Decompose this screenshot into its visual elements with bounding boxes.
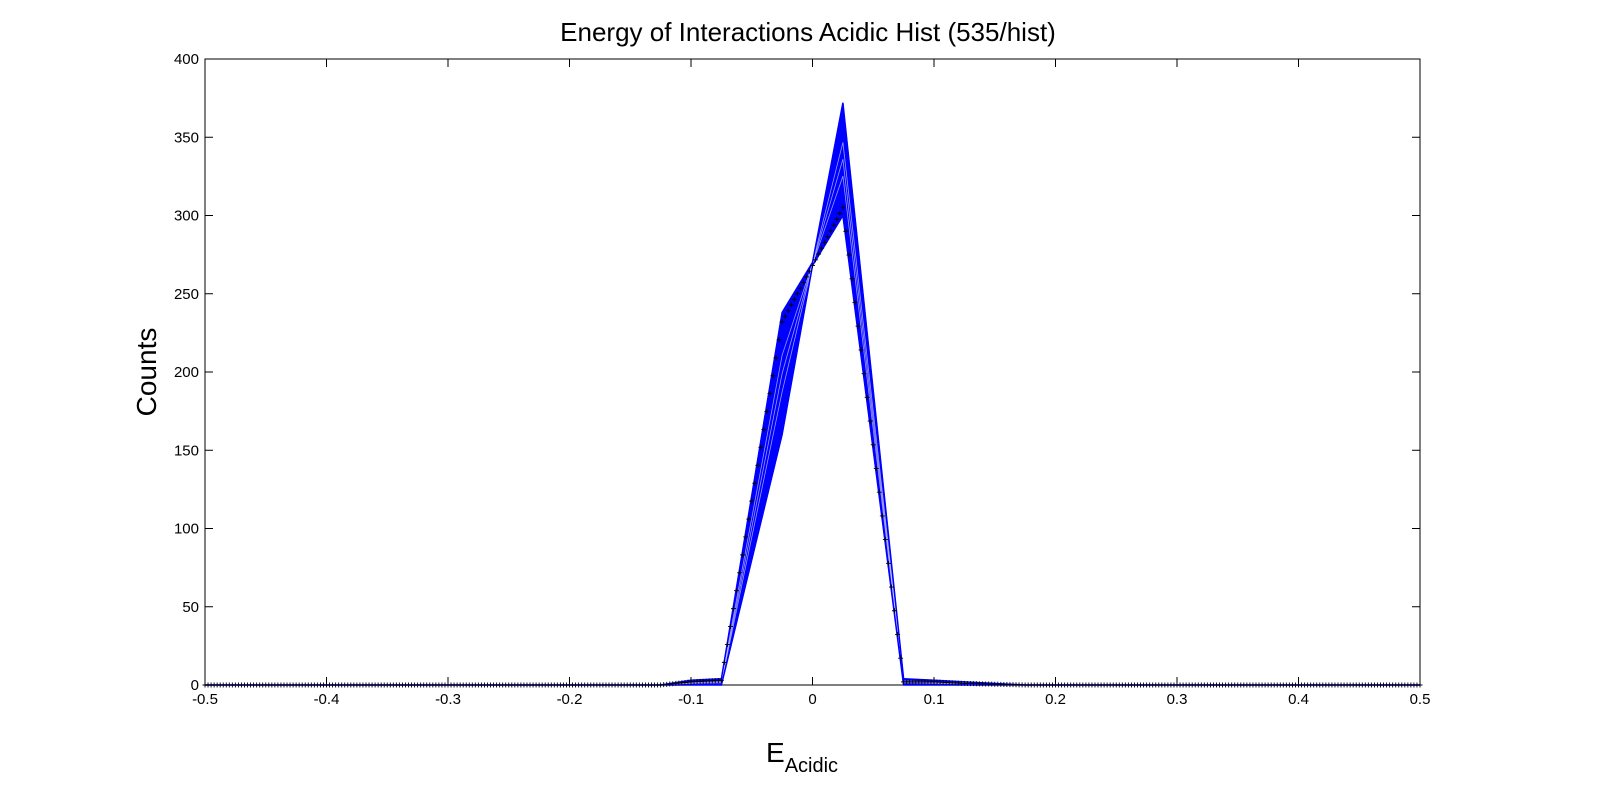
y-tick-label: 400 [174, 51, 199, 68]
marker-point [767, 391, 773, 397]
marker-point [773, 355, 779, 361]
marker-point [800, 279, 806, 285]
marker-point [761, 426, 767, 432]
marker-point [749, 498, 755, 504]
x-tick-label: -0.2 [557, 691, 583, 708]
marker-point [746, 516, 752, 522]
series-lower-line [205, 213, 1420, 686]
marker-point [882, 537, 888, 543]
series-upper-line [205, 102, 1420, 686]
marker-point [797, 285, 803, 291]
x-tick-label: -0.4 [314, 691, 340, 708]
marker-point [831, 222, 837, 228]
plot-area: -0.5 -0.4 -0.3 -0.2 -0.1 0 0.1 0.2 0.3 0.4 0.5 0 50… [174, 51, 1430, 708]
marker-point [855, 323, 861, 329]
y-tick-label: 200 [174, 364, 199, 381]
marker-point [806, 268, 812, 274]
x-tick-label: -0.3 [435, 691, 461, 708]
marker-point [788, 302, 794, 308]
marker-point [791, 296, 797, 302]
marker-point [776, 337, 782, 343]
chart-title: Energy of Interactions Acidic Hist (535/… [560, 17, 1056, 47]
plot-frame [204, 58, 1421, 686]
marker-point [861, 371, 867, 377]
x-axis-label: EAcidic [766, 737, 838, 777]
marker-point [873, 465, 879, 471]
x-tick-label: 0.3 [1167, 691, 1188, 708]
marker-point [864, 394, 870, 400]
marker-point [888, 584, 894, 590]
marker-point [816, 251, 822, 257]
marker-point [895, 631, 901, 637]
marker-point [843, 228, 849, 234]
marker-point [779, 319, 785, 325]
marker-point [810, 263, 815, 269]
x-axis-label-main: E [766, 737, 785, 768]
marker-point [718, 677, 724, 683]
marker-point [782, 313, 788, 319]
marker-point [834, 216, 840, 222]
x-tick-label: -0.5 [192, 691, 218, 708]
marker-point [734, 588, 740, 594]
marker-point [828, 228, 834, 234]
marker-point [870, 442, 876, 448]
marker-point [898, 655, 904, 661]
x-tick-label: 0.5 [1410, 691, 1431, 708]
marker-point [819, 245, 825, 251]
marker-point [852, 300, 858, 306]
x-tick-label: 0.1 [924, 691, 945, 708]
series-envelope [205, 102, 1420, 686]
x-axis-ticks: -0.5 -0.4 -0.3 -0.2 -0.1 0 0.1 0.2 0.3 0.4 0.5 [192, 59, 1430, 708]
marker-point [876, 489, 882, 495]
marker-point [785, 308, 791, 314]
x-tick-label: 0.4 [1288, 691, 1309, 708]
marker-point [752, 480, 758, 486]
marker-point [825, 234, 831, 240]
marker-point [743, 534, 749, 540]
marker-point [867, 418, 873, 424]
marker-point [727, 624, 733, 630]
marker-point [794, 291, 800, 297]
marker-point [879, 513, 885, 519]
marker-point [737, 570, 743, 576]
marker-point [758, 444, 764, 450]
x-tick-label: 0 [808, 691, 816, 708]
marker-point [837, 210, 843, 216]
marker-point [721, 659, 727, 665]
x-axis-label-sub: Acidic [785, 755, 838, 777]
marker-point [770, 373, 776, 379]
y-tick-label: 250 [174, 286, 199, 303]
series-markers [202, 205, 1423, 688]
marker-point [813, 257, 819, 263]
marker-point [740, 552, 746, 558]
y-axis-ticks: 0 50 100 150 200 250 300 350 400 [174, 51, 1420, 694]
marker-point [724, 641, 730, 647]
x-tick-label: 0.2 [1045, 691, 1066, 708]
marker-point [803, 274, 809, 280]
y-axis-label: Counts [131, 328, 162, 417]
y-tick-label: 350 [174, 129, 199, 146]
marker-point [885, 560, 891, 566]
marker-point [858, 347, 864, 353]
y-tick-label: 0 [191, 677, 199, 694]
y-tick-label: 300 [174, 208, 199, 225]
marker-point [731, 606, 737, 612]
marker-point [849, 276, 855, 282]
x-tick-label: -0.1 [678, 691, 704, 708]
marker-point [755, 462, 761, 468]
marker-point [822, 239, 828, 245]
marker-point [840, 205, 846, 211]
y-tick-label: 100 [174, 521, 199, 538]
marker-point [764, 409, 770, 415]
marker-point [846, 252, 852, 258]
marker-point [892, 608, 898, 614]
y-tick-label: 150 [174, 442, 199, 459]
y-tick-label: 50 [182, 599, 199, 616]
